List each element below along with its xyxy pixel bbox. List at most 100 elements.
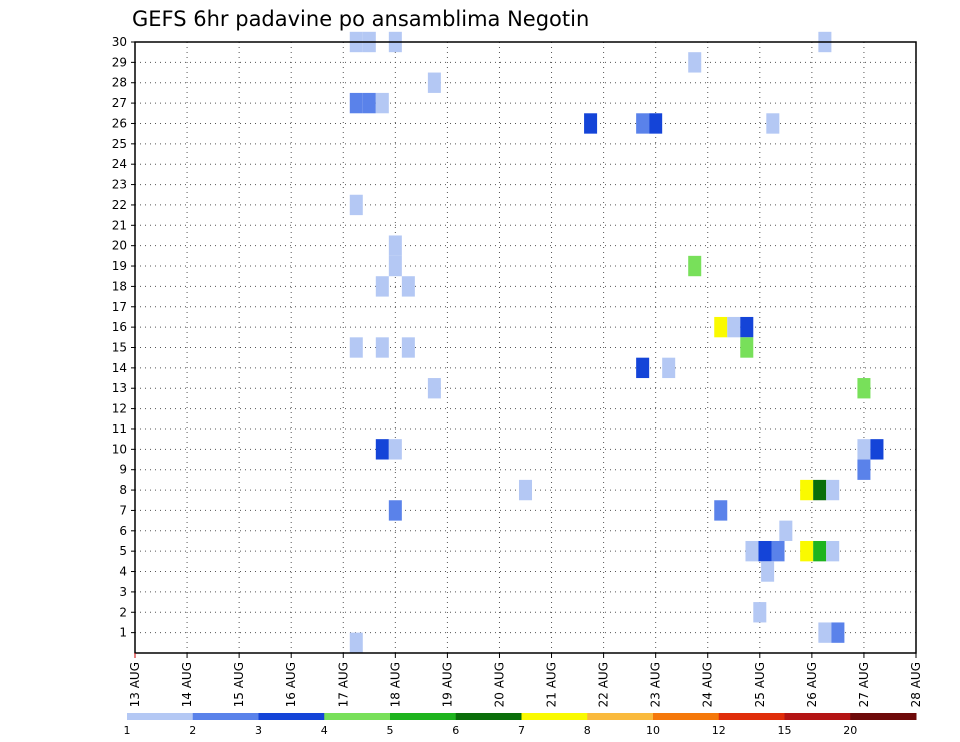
precip-cell xyxy=(388,235,402,256)
precip-cell xyxy=(401,276,415,297)
x-tick-label: 13 AUG xyxy=(128,662,142,707)
precip-cell xyxy=(800,540,814,562)
grid-lines xyxy=(135,41,916,653)
y-axis-ticks: 1234567891011121314151617181920212223242… xyxy=(112,35,135,640)
y-tick-label: 1 xyxy=(119,626,127,640)
precip-cell xyxy=(349,632,363,653)
precip-cell xyxy=(349,337,363,358)
precip-cell xyxy=(771,540,785,562)
colorbar-label: 12 xyxy=(712,724,726,737)
colorbar-label: 20 xyxy=(843,724,857,737)
precip-cell xyxy=(584,113,598,134)
precip-cell xyxy=(727,316,741,338)
precip-cell xyxy=(740,316,754,338)
precip-cell xyxy=(636,113,650,134)
precip-cell xyxy=(753,602,767,623)
colorbar-segment xyxy=(324,713,391,720)
precip-cell xyxy=(662,357,676,379)
precip-cell xyxy=(758,540,772,562)
precip-cell xyxy=(740,337,754,358)
x-axis-ticks: 13 AUG 14 AUG 15 AUG 16 AUG 17 AUG 18 AUG 19 A… xyxy=(128,653,923,707)
y-tick-label: 27 xyxy=(112,96,127,110)
colorbar-segment xyxy=(850,713,917,720)
x-tick-label: 27 AUG xyxy=(857,662,871,707)
precip-cell xyxy=(766,113,780,134)
precip-cell xyxy=(375,337,389,358)
precip-cell xyxy=(870,439,884,460)
colorbar-label: 7 xyxy=(518,724,525,737)
precip-cell xyxy=(826,540,840,562)
colorbar-segment xyxy=(521,713,588,720)
x-tick-label: 23 AUG xyxy=(649,662,663,707)
precip-cell xyxy=(831,622,845,643)
colorbar-segment xyxy=(718,713,785,720)
y-tick-label: 20 xyxy=(112,239,127,253)
precip-cell xyxy=(714,316,728,338)
colorbar-label: 15 xyxy=(778,724,792,737)
colorbar-segment xyxy=(455,713,522,720)
precip-cell xyxy=(813,479,827,501)
x-tick-label: 18 AUG xyxy=(388,662,402,707)
precip-cell xyxy=(688,52,702,73)
precip-cell xyxy=(649,113,663,134)
y-tick-label: 22 xyxy=(112,198,127,212)
precip-cell xyxy=(362,92,376,114)
precip-cell xyxy=(857,378,871,399)
y-tick-label: 5 xyxy=(119,544,127,558)
colorbar-label: 6 xyxy=(452,724,459,737)
x-tick-label: 17 AUG xyxy=(336,662,350,707)
precip-cell xyxy=(779,520,793,541)
y-tick-label: 21 xyxy=(112,218,127,232)
y-tick-label: 28 xyxy=(112,76,127,90)
y-tick-label: 4 xyxy=(119,565,127,579)
y-tick-label: 26 xyxy=(112,116,127,130)
x-tick-label: 15 AUG xyxy=(232,662,246,707)
y-tick-label: 24 xyxy=(112,157,127,171)
precip-cell xyxy=(813,540,827,562)
precip-cell xyxy=(375,92,389,114)
precip-cell xyxy=(349,92,363,114)
precip-cell xyxy=(636,357,650,379)
precip-cell xyxy=(388,439,402,460)
x-tick-label: 22 AUG xyxy=(597,662,611,707)
precip-cell xyxy=(714,500,728,521)
y-tick-label: 18 xyxy=(112,279,127,293)
precip-cell xyxy=(857,439,871,460)
precip-cell xyxy=(375,439,389,460)
x-tick-label: 24 AUG xyxy=(701,662,715,707)
x-tick-label: 26 AUG xyxy=(805,662,819,707)
precip-cell xyxy=(518,479,533,501)
y-tick-label: 12 xyxy=(112,402,127,416)
colorbar-label: 4 xyxy=(321,724,328,737)
y-tick-label: 16 xyxy=(112,320,127,334)
y-tick-label: 23 xyxy=(112,178,127,192)
y-tick-label: 14 xyxy=(112,361,127,375)
y-tick-label: 3 xyxy=(119,585,127,599)
precip-cell xyxy=(826,479,840,501)
precip-cell xyxy=(857,459,871,480)
chart-title: GEFS 6hr padavine po ansamblima Negotin xyxy=(132,7,589,31)
colorbar-segment xyxy=(587,713,654,720)
y-tick-label: 8 xyxy=(119,483,127,497)
colorbar-label: 5 xyxy=(387,724,394,737)
colorbar-label: 3 xyxy=(255,724,262,737)
colorbar-segment xyxy=(784,713,851,720)
colorbar-segment xyxy=(127,713,194,720)
y-tick-label: 7 xyxy=(119,503,127,517)
x-tick-label: 20 AUG xyxy=(492,662,506,707)
y-tick-label: 29 xyxy=(112,55,127,69)
y-tick-label: 13 xyxy=(112,381,127,395)
x-tick-label: 25 AUG xyxy=(753,662,767,707)
y-tick-label: 10 xyxy=(112,442,127,456)
y-tick-label: 19 xyxy=(112,259,127,273)
precip-cell xyxy=(818,622,832,643)
precip-cell xyxy=(745,540,759,562)
y-tick-label: 25 xyxy=(112,137,127,151)
colorbar-label: 2 xyxy=(189,724,196,737)
x-tick-label: 28 AUG xyxy=(909,662,923,707)
y-tick-label: 17 xyxy=(112,300,127,314)
colorbar-label: 10 xyxy=(646,724,660,737)
x-tick-label: 19 AUG xyxy=(440,662,454,707)
y-tick-label: 2 xyxy=(119,605,127,619)
precip-cell xyxy=(349,194,363,216)
